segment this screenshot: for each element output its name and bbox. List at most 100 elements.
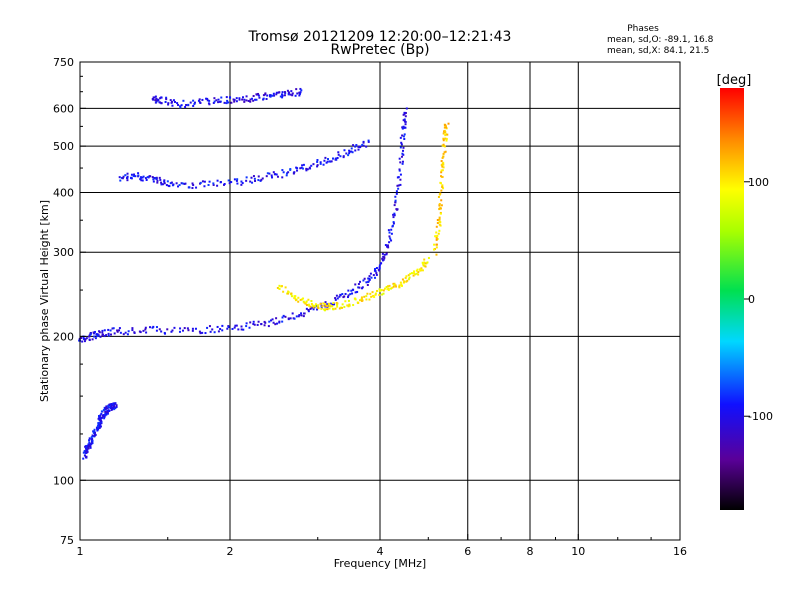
data-point (275, 91, 278, 94)
data-point (415, 269, 418, 272)
colorbar-tick-label: -100 (748, 410, 773, 423)
data-point (399, 136, 402, 139)
data-point (160, 96, 163, 99)
data-point (263, 320, 266, 323)
data-point (348, 303, 351, 306)
stats-line-x: mean, sd,X: 84.1, 21.5 (607, 46, 709, 56)
data-point (302, 297, 305, 300)
data-point (99, 425, 102, 428)
data-point (278, 284, 281, 287)
data-point (369, 272, 372, 275)
data-point (179, 327, 182, 330)
data-point (388, 235, 391, 238)
data-point (207, 183, 210, 186)
data-point (297, 296, 300, 299)
data-point (392, 213, 395, 216)
data-point (91, 434, 94, 437)
data-point (386, 285, 389, 288)
data-point (321, 305, 324, 308)
data-point (399, 281, 402, 284)
data-point (312, 308, 315, 311)
data-point (271, 94, 274, 97)
data-point (384, 244, 387, 247)
data-point (144, 177, 147, 180)
data-point (186, 327, 189, 330)
data-point (403, 280, 406, 283)
data-point (156, 181, 159, 184)
data-point (155, 177, 158, 180)
data-point (93, 330, 96, 333)
data-point (443, 145, 446, 148)
data-point (332, 301, 335, 304)
data-point (439, 207, 442, 210)
data-point (390, 228, 393, 231)
x-axis-ticks: 1 2 4 6 8 10 16 (77, 534, 687, 558)
data-point (85, 337, 88, 340)
data-point (145, 178, 148, 181)
data-point (221, 329, 224, 332)
data-point (298, 92, 301, 95)
data-point (412, 274, 415, 277)
data-point (201, 180, 204, 183)
data-point (440, 204, 443, 207)
data-point (172, 183, 175, 186)
data-point (382, 255, 385, 258)
data-point (355, 144, 358, 147)
data-point (281, 169, 284, 172)
data-point (344, 300, 347, 303)
data-point (398, 284, 401, 287)
data-point (373, 296, 376, 299)
data-point (352, 144, 355, 147)
data-point (399, 173, 402, 176)
data-point (163, 182, 166, 185)
data-point (184, 106, 187, 109)
data-point (354, 145, 357, 148)
data-point (417, 273, 420, 276)
data-point (420, 267, 423, 270)
data-point (242, 328, 245, 331)
data-point (255, 98, 258, 101)
data-point (404, 123, 407, 126)
data-point (93, 428, 96, 431)
data-point (105, 334, 108, 337)
data-point (165, 98, 168, 101)
chart-subtitle: RwPretec (Bp) (330, 42, 429, 58)
data-point (159, 178, 162, 181)
data-point (275, 317, 278, 320)
data-point (368, 275, 371, 278)
colorbar-label: [deg] (717, 73, 752, 88)
data-point (393, 212, 396, 215)
data-point (208, 325, 211, 328)
data-point (329, 302, 332, 305)
data-point (354, 283, 357, 286)
data-point (435, 253, 438, 256)
data-point (395, 190, 398, 193)
x-tick-label: 6 (464, 545, 471, 558)
data-point (309, 307, 312, 310)
data-point (287, 292, 290, 295)
data-point (440, 164, 443, 167)
data-point (130, 173, 133, 176)
data-point (240, 180, 243, 183)
data-point (167, 102, 170, 105)
data-point (204, 332, 207, 335)
data-point (235, 97, 238, 100)
data-point (312, 306, 315, 309)
data-point (141, 179, 144, 182)
data-point (351, 288, 354, 291)
data-point (185, 103, 188, 106)
data-point (221, 324, 224, 327)
data-point (378, 267, 381, 270)
data-point (88, 439, 91, 442)
data-point (111, 408, 114, 411)
data-point (103, 335, 106, 338)
data-point (231, 327, 234, 330)
data-point (270, 319, 273, 322)
data-point (275, 173, 278, 176)
data-point (154, 176, 157, 179)
data-point (325, 161, 328, 164)
data-point (295, 315, 298, 318)
data-point (107, 404, 110, 407)
data-point (331, 303, 334, 306)
data-point (100, 422, 103, 425)
